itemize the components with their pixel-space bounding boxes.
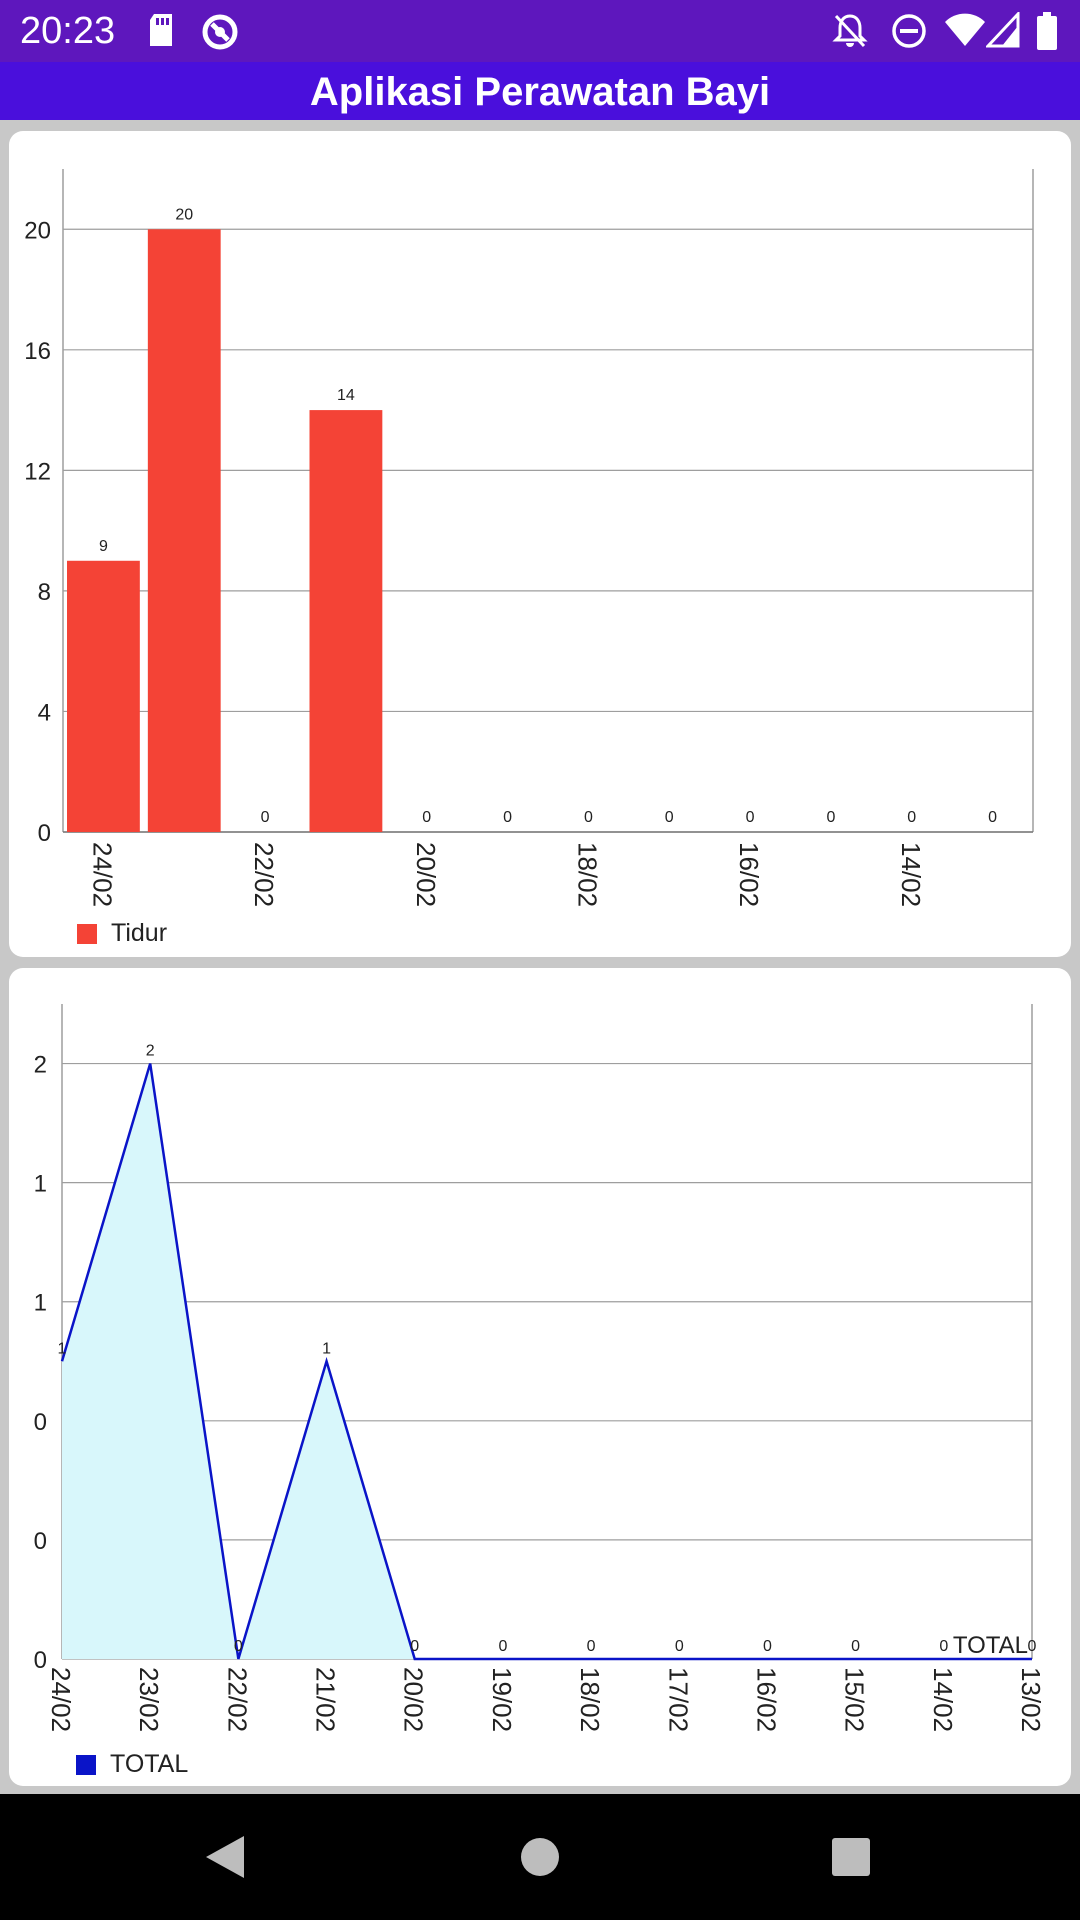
bar-data-label: 0	[422, 809, 431, 826]
status-time: 20:23	[20, 10, 116, 52]
point-data-label: 0	[234, 1638, 243, 1655]
x-tick-label: 14/02	[928, 1667, 958, 1732]
bar-data-label: 0	[665, 809, 674, 826]
y-tick-label: 1	[34, 1171, 47, 1198]
notifications-off-icon	[832, 12, 868, 55]
line-chart-legend: TOTAL	[76, 1750, 188, 1779]
x-tick-label: 14/02	[896, 842, 926, 907]
point-data-label: 0	[587, 1638, 596, 1655]
y-tick-label: 0	[38, 820, 51, 847]
sleep-bar-chart: 0 4 8 12 16 20 9 20 0 14 0 0 0 0 0 0 0 0 24/02 22/02 20/02 18…	[24, 169, 1034, 907]
x-tick-label: 24/02	[46, 1667, 76, 1732]
legend-swatch-tidur	[77, 923, 97, 944]
x-tick-label: 20/02	[411, 842, 441, 907]
bar	[67, 560, 140, 832]
y-tick-label: 2	[34, 1052, 47, 1079]
bar-data-label: 0	[988, 809, 997, 826]
series-end-label: TOTAL	[953, 1632, 1028, 1659]
x-tick-label: 16/02	[734, 842, 764, 907]
sleep-chart-card: 0 4 8 12 16 20 9 20 0 14 0 0 0 0 0 0 0 0 24/02 22/02 20/02 18…	[9, 131, 1071, 957]
legend-label-tidur: Tidur	[111, 919, 168, 947]
battery-icon	[1036, 12, 1058, 55]
x-tick-label: 18/02	[572, 842, 602, 907]
do-not-disturb-icon	[890, 12, 928, 55]
bar-data-label: 14	[337, 387, 355, 404]
point-data-label: 1	[322, 1340, 331, 1357]
y-tick-label: 20	[24, 217, 51, 244]
y-tick-label: 1	[34, 1290, 47, 1317]
x-tick-label: 16/02	[751, 1667, 781, 1732]
x-tick-label: 15/02	[840, 1667, 870, 1732]
sd-card-icon	[146, 12, 176, 53]
y-tick-label: 8	[38, 579, 51, 606]
series-area-total	[62, 1063, 1032, 1659]
y-tick-label: 0	[34, 1409, 47, 1436]
x-tick-label: 21/02	[311, 1667, 341, 1732]
bar-data-label: 0	[503, 809, 512, 826]
x-tick-label: 18/02	[575, 1667, 605, 1732]
total-chart-card: 0 0 0 1 1 2 1 2 0 1 0 0 0 0 0 0 0 0 TOTAL 24/02 23/02 22/02 21…	[9, 968, 1071, 1786]
signal-icon	[984, 10, 1020, 53]
x-tick-label: 17/02	[663, 1667, 693, 1732]
x-tick-label: 13/02	[1016, 1667, 1046, 1732]
back-icon[interactable]	[200, 1832, 250, 1882]
point-data-label: 2	[146, 1043, 155, 1060]
sync-icon	[200, 12, 240, 57]
y-tick-label: 16	[24, 338, 51, 365]
point-data-label: 0	[763, 1638, 772, 1655]
bar-chart-legend: Tidur	[77, 919, 167, 948]
bar-data-label: 20	[175, 206, 193, 223]
y-tick-label: 12	[24, 458, 51, 485]
legend-swatch-total	[76, 1754, 96, 1775]
navigation-bar	[0, 1794, 1080, 1920]
y-tick-label: 0	[34, 1528, 47, 1555]
x-tick-label: 24/02	[87, 842, 117, 907]
x-tick-label: 23/02	[134, 1667, 164, 1732]
point-data-label: 0	[498, 1638, 507, 1655]
x-tick-label: 22/02	[249, 842, 279, 907]
bar-data-label: 0	[907, 809, 916, 826]
bar	[309, 410, 383, 832]
y-tick-label: 4	[38, 699, 51, 726]
series-line-total	[60, 1063, 1032, 1661]
point-data-label: 0	[410, 1638, 419, 1655]
x-tick-label: 20/02	[399, 1667, 429, 1732]
x-tick-label: 19/02	[487, 1667, 517, 1732]
point-data-label: 0	[1028, 1638, 1037, 1655]
point-data-label: 0	[851, 1638, 860, 1655]
recents-icon[interactable]	[826, 1832, 876, 1882]
bar-data-label: 0	[746, 809, 755, 826]
status-bar: 20:23	[0, 0, 1080, 62]
bar-data-label: 0	[261, 809, 270, 826]
point-data-label: 1	[58, 1340, 67, 1357]
bar	[147, 229, 221, 833]
x-tick-label: 22/02	[222, 1667, 252, 1732]
point-data-label: 0	[675, 1638, 684, 1655]
bar-data-label: 0	[584, 809, 593, 826]
bar-data-label: 9	[99, 538, 108, 555]
home-icon[interactable]	[515, 1832, 565, 1882]
point-data-label: 0	[939, 1638, 948, 1655]
bar-data-label: 0	[826, 809, 835, 826]
legend-label-total: TOTAL	[110, 1750, 189, 1778]
app-title: Aplikasi Perawatan Bayi	[309, 70, 771, 114]
wifi-icon	[944, 12, 986, 53]
app-bar: Aplikasi Perawatan Bayi	[0, 62, 1080, 120]
y-tick-label: 0	[34, 1647, 47, 1674]
